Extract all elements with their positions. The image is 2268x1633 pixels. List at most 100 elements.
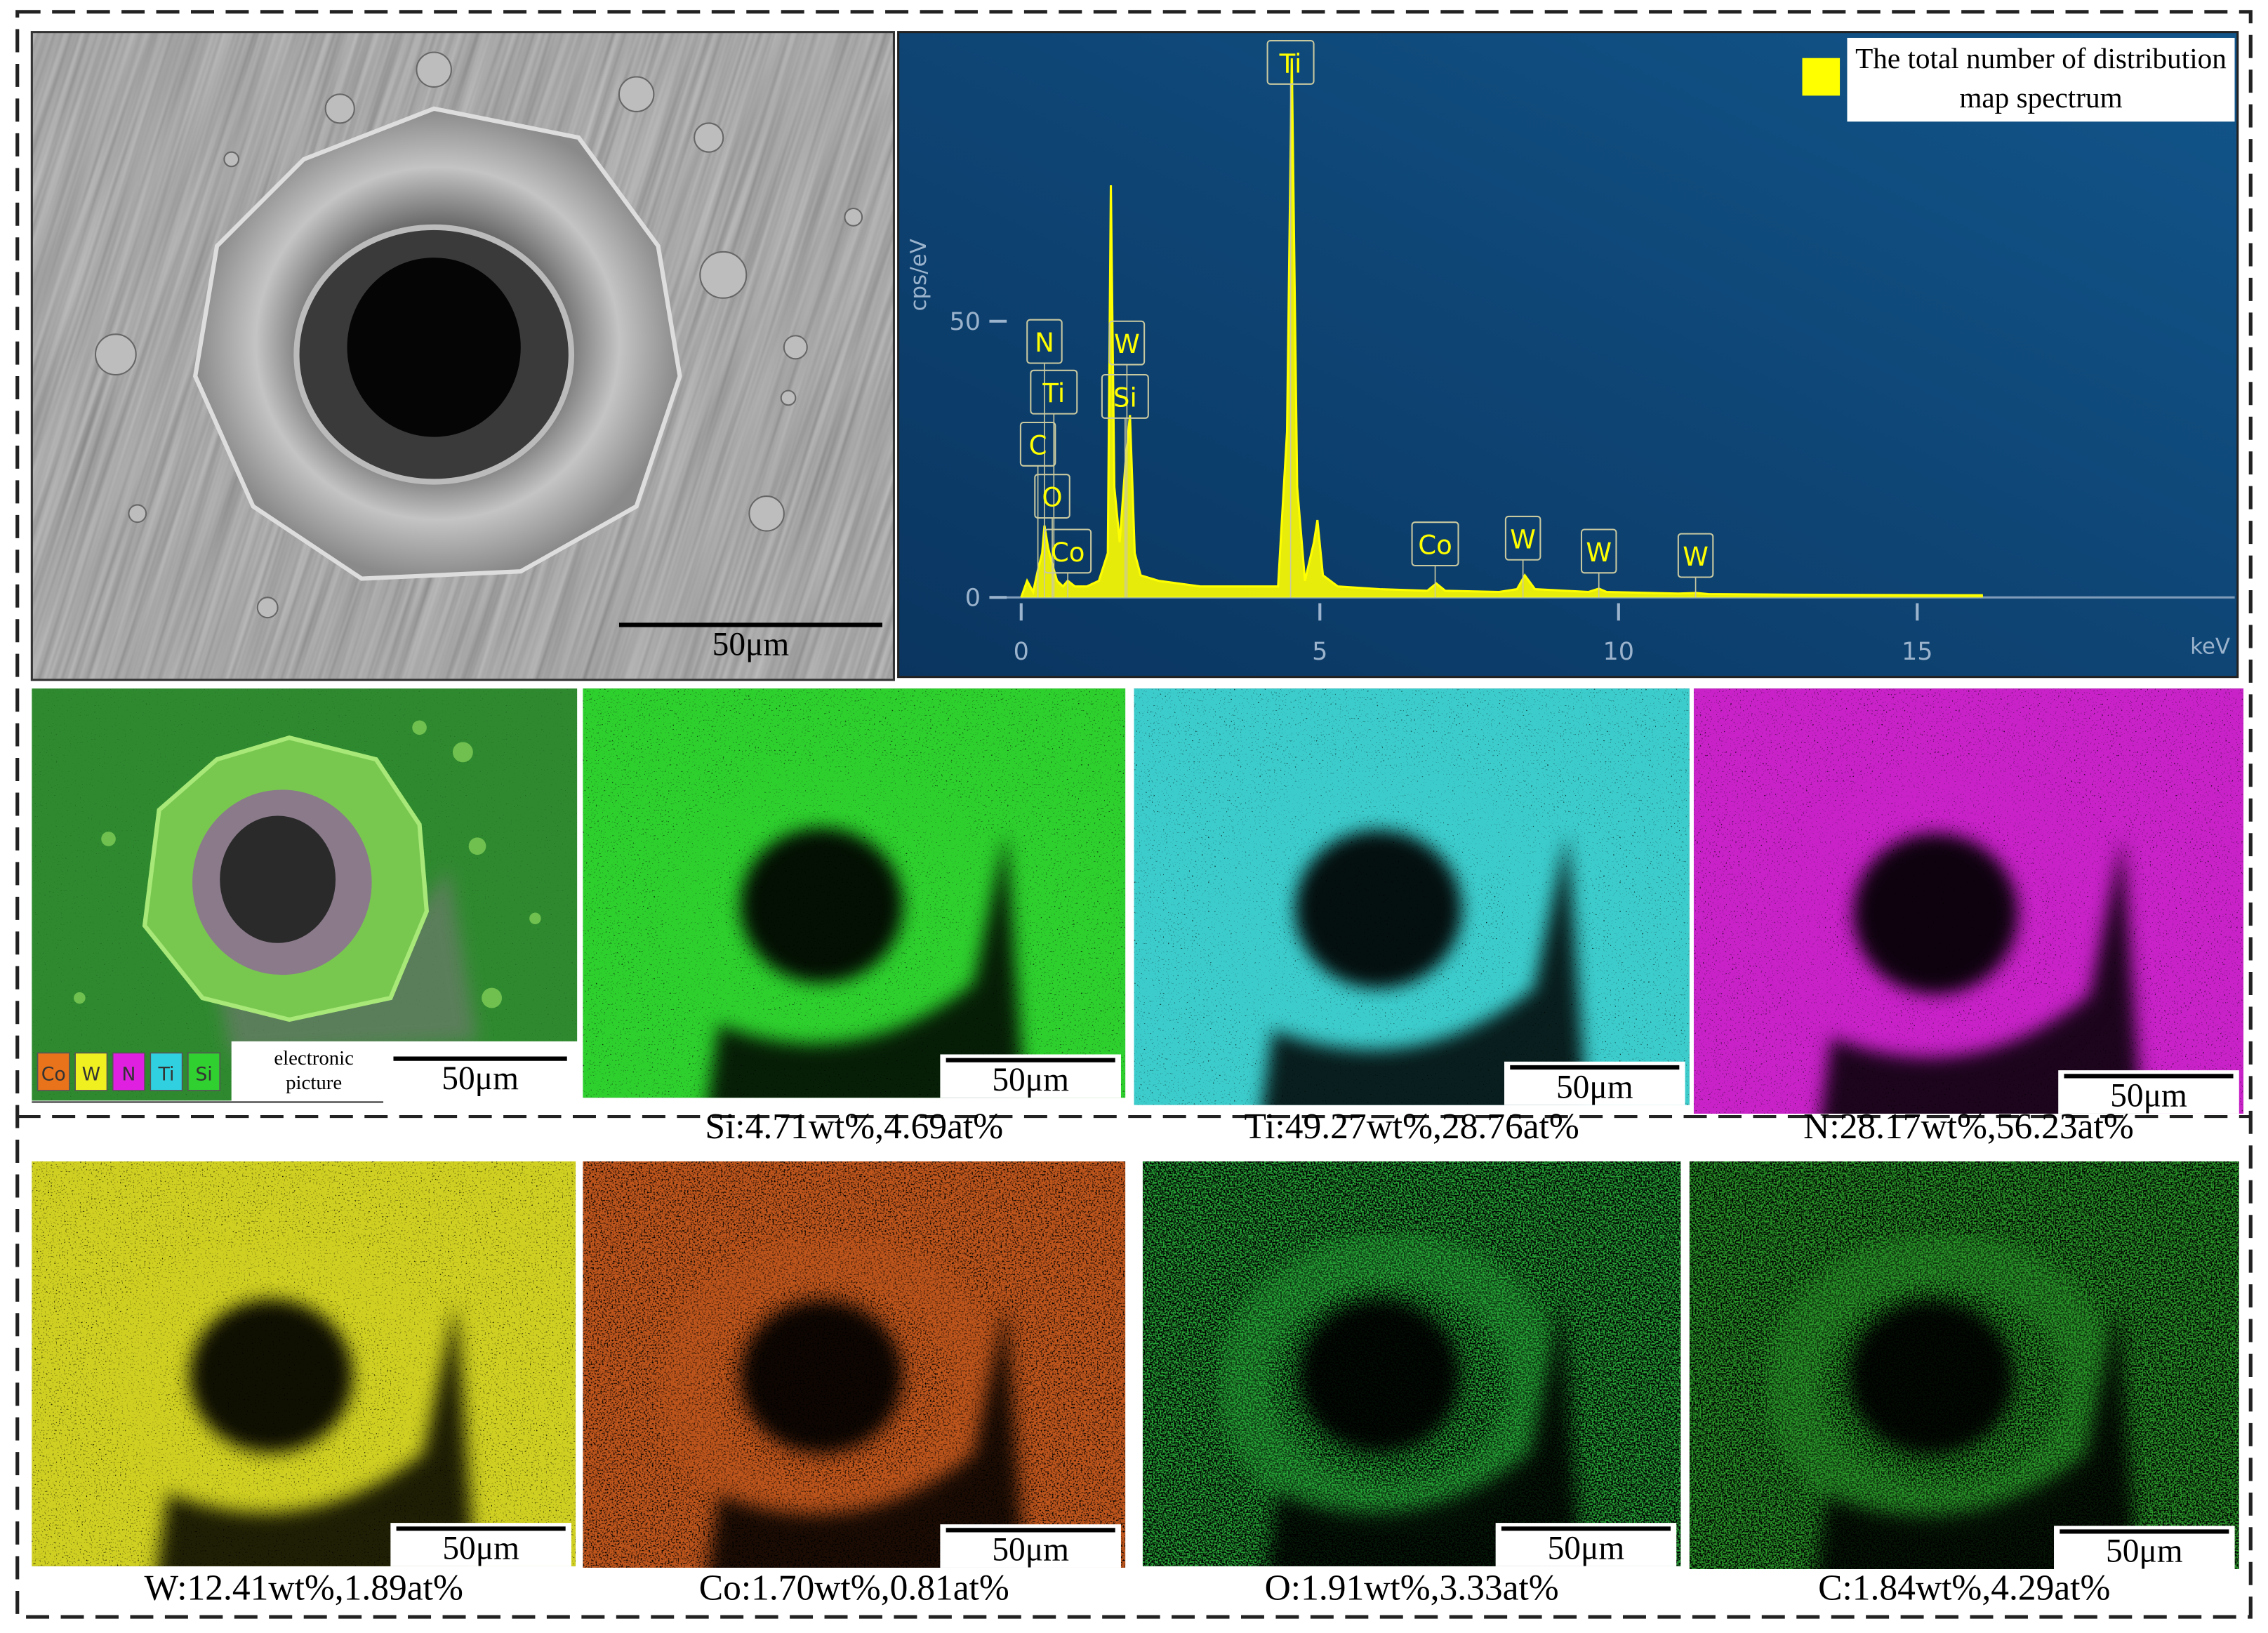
map-caption: Co:1.70wt%,0.81at%	[699, 1568, 1009, 1608]
map-ring	[1212, 761, 1567, 1075]
map-hole	[1848, 1300, 2014, 1455]
map-hole	[740, 1299, 903, 1454]
map-shadow	[1816, 1304, 2137, 1570]
annotation-label: W	[1114, 329, 1140, 359]
annotation-box	[1030, 369, 1078, 415]
legend-swatch	[112, 1052, 145, 1091]
map-ring	[1770, 763, 2123, 1082]
annotation-box	[1266, 39, 1315, 85]
map-ring	[107, 1231, 456, 1537]
scale-bar-label: 50μm	[442, 1060, 519, 1097]
map-content	[32, 1161, 576, 1566]
sem-particle	[694, 122, 724, 153]
sem-particle	[256, 596, 279, 619]
map-content	[1142, 1161, 1681, 1566]
sem-hole	[347, 258, 521, 437]
map-hole	[740, 827, 903, 984]
sem-particle	[416, 51, 452, 88]
x-tick-label: 15	[1902, 637, 1933, 666]
sem-particle	[844, 207, 863, 227]
map-ring	[1218, 1232, 1563, 1537]
annotation-label: C	[1029, 430, 1047, 460]
scale-bar-label: 50μm	[2106, 1533, 2183, 1570]
map-hole	[190, 1299, 353, 1453]
scale-bar-label: 50μm	[1548, 1531, 1625, 1567]
scale-bar-label: 50μm	[992, 1532, 1069, 1568]
legend-label: Co	[41, 1064, 66, 1086]
map-content	[583, 688, 1126, 1098]
legend-label: Ti	[157, 1064, 174, 1086]
map-shadow	[157, 1302, 475, 1566]
electron-image: Co W N Ti Si electronic picture 50μm	[32, 688, 579, 1103]
map-caption: Ti:49.27wt%,28.76at%	[1244, 1107, 1579, 1147]
electron-hole	[220, 815, 336, 943]
map-caption: O:1.91wt%,3.33at%	[1265, 1568, 1559, 1608]
sem-particle	[780, 389, 797, 406]
x-tick-label: 5	[1312, 637, 1327, 666]
annotation-box	[1411, 521, 1459, 567]
sem-image: 50μm	[30, 31, 895, 681]
annotation-box	[1580, 528, 1617, 574]
sem-particle	[748, 495, 785, 532]
map-shadow	[1820, 837, 2142, 1114]
electron-particle	[412, 720, 427, 735]
annotation-box	[1044, 528, 1092, 574]
electron-particle	[482, 987, 503, 1008]
x-tick-label: 10	[1603, 637, 1635, 666]
annotation-box	[1101, 373, 1149, 419]
annotation-box	[1019, 421, 1056, 467]
annotation-label: Ti	[1279, 48, 1302, 79]
annotation-label: W	[1586, 538, 1612, 568]
sem-particle	[699, 251, 748, 299]
annotation-box	[1504, 515, 1541, 561]
sem-content	[32, 32, 894, 680]
map-caption: Si:4.71wt%,4.69at%	[705, 1107, 1003, 1147]
y-axis-label: cps/eV	[906, 239, 931, 311]
legend-label: W	[82, 1064, 100, 1086]
sem-particle	[223, 151, 240, 168]
annotation-label: O	[1042, 483, 1062, 513]
electron-label: electronic picture	[274, 1047, 354, 1094]
sem-particle	[128, 504, 147, 524]
electron-label-line: picture	[286, 1072, 342, 1094]
y-tick-label: 50	[950, 307, 981, 336]
annotation-label: W	[1510, 524, 1536, 554]
sem-frame	[30, 31, 895, 681]
electron-label-line: electronic	[274, 1047, 354, 1069]
map-shadow	[708, 1303, 1025, 1568]
legend-box: The total number of distribution map spe…	[1847, 37, 2235, 122]
y-tick-label: 0	[965, 584, 981, 613]
legend-swatch	[74, 1052, 108, 1091]
map-caption: W:12.41wt%,1.89at%	[145, 1568, 463, 1608]
outer-dashed-border	[15, 10, 2253, 1619]
electron-particle	[468, 837, 486, 855]
sem-particle	[324, 93, 355, 124]
spectrum-line	[1020, 58, 1983, 598]
legend-label: Si	[195, 1064, 212, 1086]
scale-bar-label: 50μm	[1556, 1069, 1633, 1105]
legend-label: The total number of distribution map spe…	[1847, 37, 2235, 122]
annotation-box	[1108, 320, 1146, 366]
annotation-box	[1026, 319, 1063, 364]
element-map: 50μm Si:4.71wt%,4.69at%	[583, 688, 1126, 1147]
map-content	[583, 1161, 1126, 1568]
annotation-label: Co	[1051, 538, 1085, 568]
electron-particle	[101, 832, 116, 846]
map-shadow	[1262, 834, 1587, 1105]
map-hole	[1299, 1299, 1461, 1453]
scale-bar-label: 50μm	[712, 627, 790, 663]
electron-particle	[529, 912, 541, 925]
map-shadow	[708, 832, 1025, 1098]
annotation-label: Co	[1418, 531, 1452, 561]
spectrum: 0 5 10 15 0 50 Ti N Ti CO Co W Si Co W W W	[950, 39, 2235, 666]
x-tick-label: 0	[1014, 637, 1029, 666]
annotation-label: W	[1683, 542, 1709, 572]
scale-bar-label: 50μm	[992, 1062, 1069, 1098]
legend-swatch	[150, 1052, 183, 1091]
legend-swatch	[1802, 58, 1841, 96]
legend-swatch	[187, 1052, 221, 1091]
